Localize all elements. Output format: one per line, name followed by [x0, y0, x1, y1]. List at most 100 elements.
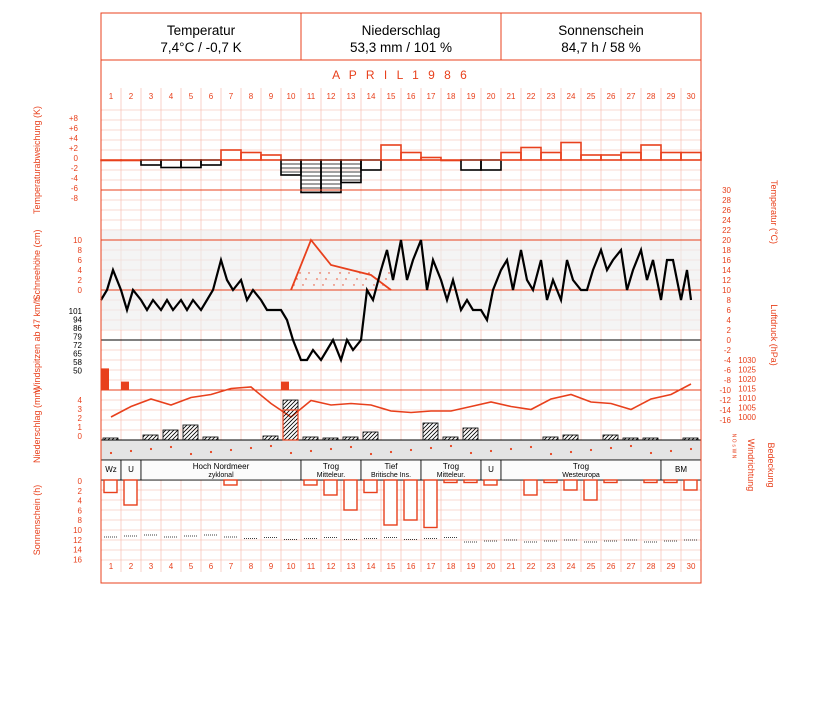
precipitation-bar — [422, 422, 439, 441]
day-label: 8 — [249, 562, 254, 571]
snow-dot — [362, 284, 364, 286]
tick-temperature: 26 — [722, 206, 731, 215]
label-sunshine: Sonnenschein (h) — [32, 485, 42, 556]
snow-dot — [373, 284, 375, 286]
snow-dot — [382, 284, 384, 286]
gust-bar — [281, 381, 289, 390]
tick-temperature: 20 — [722, 236, 731, 245]
summary-precipitation: Niederschlag 53,3 mm / 101 % — [301, 14, 501, 58]
month-title: A P R I L 1 9 8 6 — [332, 68, 470, 82]
sunshine-bar — [583, 479, 598, 501]
day-label: 28 — [647, 92, 656, 101]
snow-dot — [353, 284, 355, 286]
sunshine-bar — [643, 479, 658, 484]
tick-pressure: 1005 — [738, 404, 756, 413]
weather-type-label: BM — [675, 465, 687, 474]
snow-dot — [376, 278, 378, 280]
snow-dot — [299, 272, 301, 274]
wind-direction-dot — [329, 447, 333, 451]
tick-precip: 3 — [78, 405, 83, 414]
snow-dot — [342, 284, 344, 286]
left-axes: +8+6+4+20-2-4-6-810864201019486797265585… — [69, 114, 83, 564]
sunshine-bar — [463, 479, 478, 484]
day-label: 12 — [327, 562, 336, 571]
day-label: 25 — [587, 92, 596, 101]
gust-bar — [101, 368, 109, 390]
weather-type-label: Trog — [573, 462, 589, 471]
day-label: 6 — [209, 562, 214, 571]
snow-dot — [359, 272, 361, 274]
wind-direction-dot — [309, 449, 313, 453]
wind-direction-dot — [569, 450, 573, 454]
anomaly-step — [200, 159, 222, 166]
day-label: 29 — [667, 92, 676, 101]
weather-type-sublabel: Britische Ins. — [371, 472, 411, 479]
precipitation-bar — [562, 434, 579, 441]
day-label: 11 — [307, 562, 316, 571]
weather-type-label: Wz — [105, 465, 117, 474]
label-temp-anomaly: Temperaturabweichung (K) — [32, 106, 42, 214]
tick-precip: 1 — [78, 423, 83, 432]
summary-temperature-value: 7,4°C / -0,7 K — [160, 40, 242, 55]
weather-type-label: Hoch Nordmeer — [193, 462, 250, 471]
day-label: 9 — [269, 562, 274, 571]
snow-dot — [385, 278, 387, 280]
snow-dot — [313, 284, 315, 286]
anomaly-step — [500, 151, 522, 161]
tick-gust: 94 — [73, 316, 82, 325]
day-label: 4 — [169, 562, 174, 571]
tick-precip: 2 — [78, 414, 83, 423]
tick-temperature: 16 — [722, 256, 731, 265]
wind-direction-dot — [149, 447, 153, 451]
day-label: 8 — [249, 92, 254, 101]
precipitation-bar — [602, 434, 619, 441]
tick-sunshine: 12 — [73, 536, 82, 545]
tick-temperature: -10 — [719, 386, 731, 395]
anomaly-step — [580, 154, 602, 161]
weather-type-label: U — [128, 465, 134, 474]
tick-temp-anomaly: -4 — [71, 174, 79, 183]
sunshine-bar — [223, 479, 238, 486]
tick-pressure: 1020 — [738, 375, 756, 384]
sunshine-bar — [123, 479, 138, 506]
day-label: 26 — [607, 92, 616, 101]
tick-snow: 2 — [78, 276, 83, 285]
snow-dot — [339, 272, 341, 274]
day-label: 5 — [189, 562, 194, 571]
tick-temperature: -16 — [719, 416, 731, 425]
snow-dot — [296, 278, 298, 280]
tick-precip: 4 — [78, 396, 83, 405]
wind-direction-dot — [609, 446, 613, 450]
day-label: 22 — [527, 562, 536, 571]
tick-snow: 10 — [73, 236, 82, 245]
tick-temperature: -6 — [724, 366, 732, 375]
tick-snow: 8 — [78, 246, 83, 255]
sunshine-bar — [683, 479, 698, 491]
tick-gust: 72 — [73, 341, 82, 350]
wind-direction-dot — [269, 444, 273, 448]
anomaly-step — [460, 159, 482, 171]
day-label: 1 — [109, 92, 114, 101]
precipitation-bar — [282, 399, 299, 441]
day-label: 27 — [627, 92, 636, 101]
day-label: 2 — [129, 92, 134, 101]
weather-type-sublabel: Westeuropa — [562, 472, 600, 479]
anomaly-step — [140, 159, 162, 166]
sunshine-bar — [423, 479, 438, 529]
wind-direction-dot — [409, 448, 413, 452]
snow-dot — [293, 284, 295, 286]
day-label: 15 — [387, 92, 396, 101]
tick-temperature: 18 — [722, 246, 731, 255]
tick-pressure: 1010 — [738, 394, 756, 403]
day-label: 13 — [347, 562, 356, 571]
precipitation-bar — [362, 431, 379, 441]
day-label: 5 — [189, 92, 194, 101]
snow-dot — [325, 278, 327, 280]
tick-sunshine: 6 — [78, 506, 83, 515]
snow-dot — [322, 284, 324, 286]
tick-temperature: 4 — [727, 316, 732, 325]
anomaly-step — [560, 141, 582, 161]
tick-snow: 6 — [78, 256, 83, 265]
tick-gust: 65 — [73, 350, 82, 359]
